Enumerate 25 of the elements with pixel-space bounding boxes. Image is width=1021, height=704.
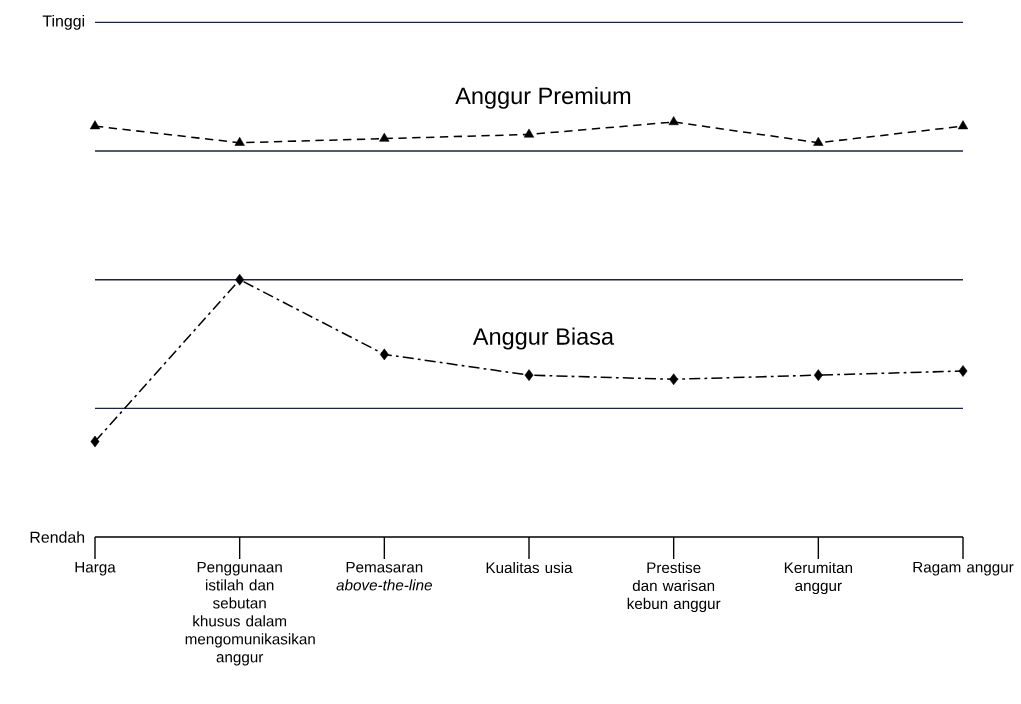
point: [379, 132, 390, 142]
point: [958, 365, 968, 377]
point: [523, 128, 535, 138]
point: [524, 369, 534, 381]
point: [90, 435, 100, 448]
point: [813, 136, 824, 146]
x-tick-label: Harga: [75, 561, 116, 576]
x-tick-label: Ragam anggur: [913, 561, 1014, 576]
x-tick-label: Penggunaan istilah dan sebutan khusus dalam mengomunikasikan anggur: [185, 561, 315, 666]
point: [669, 373, 679, 386]
series-label: Anggur Biasa: [472, 327, 615, 350]
point: [668, 116, 679, 126]
series-label: Anggur Premium: [455, 86, 631, 109]
x-tick-label: Kualitas usia: [486, 561, 573, 574]
x-tick-label: Kerumitan anggur: [784, 561, 853, 595]
x-tick-label: Prestise dan warisan kebun anggur: [627, 561, 721, 613]
point: [957, 120, 969, 130]
x-tick-label: Pemasaran above-the-line: [336, 561, 432, 591]
point: [813, 369, 823, 381]
point: [235, 273, 245, 286]
text: Tinggi: [42, 14, 85, 30]
point: [89, 120, 101, 130]
text: Rendah: [30, 531, 85, 543]
point: [234, 136, 245, 146]
point: [379, 348, 389, 361]
